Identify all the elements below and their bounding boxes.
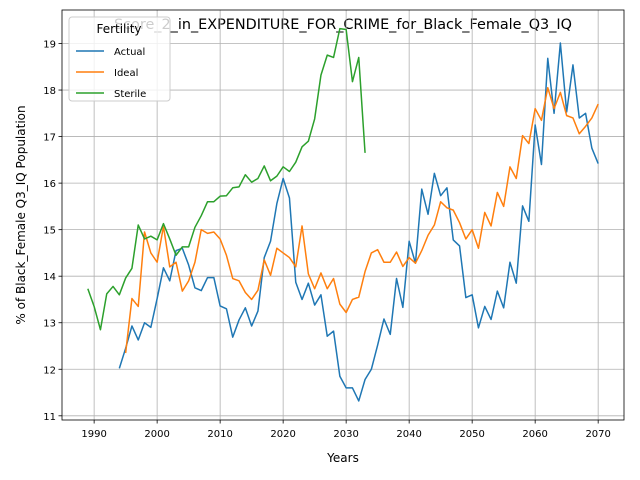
x-tick-label: 2060: [522, 429, 547, 440]
legend-title: Fertility: [96, 22, 141, 36]
y-tick-label: 13: [43, 319, 56, 330]
x-tick-label: 2030: [333, 429, 358, 440]
legend-label-sterile: Sterile: [114, 89, 146, 100]
x-tick-label: 1990: [81, 429, 106, 440]
x-tick-label: 2040: [396, 429, 421, 440]
x-tick-label: 2070: [585, 429, 610, 440]
y-tick-label: 17: [43, 133, 56, 144]
y-axis-label: % of Black_Female Q3_IQ Population: [14, 105, 28, 324]
y-tick-label: 15: [43, 226, 56, 237]
y-tick-label: 12: [43, 365, 56, 376]
x-axis-label: Years: [326, 451, 359, 465]
legend-label-ideal: Ideal: [114, 68, 138, 79]
y-tick-label: 18: [43, 86, 56, 97]
legend-label-actual: Actual: [114, 47, 145, 58]
legend: Fertility Actual Ideal Sterile: [69, 17, 170, 101]
y-tick-label: 19: [43, 40, 56, 51]
x-tick-label: 2000: [144, 429, 169, 440]
x-tick-label: 2050: [459, 429, 484, 440]
y-tick-label: 16: [43, 179, 56, 190]
x-tick-label: 2020: [270, 429, 295, 440]
y-tick-label: 14: [43, 272, 56, 283]
x-tick-label: 2010: [207, 429, 232, 440]
y-tick-label: 11: [43, 412, 56, 423]
chart-title: Score_2_in_EXPENDITURE_FOR_CRIME_for_Bla…: [114, 17, 572, 33]
